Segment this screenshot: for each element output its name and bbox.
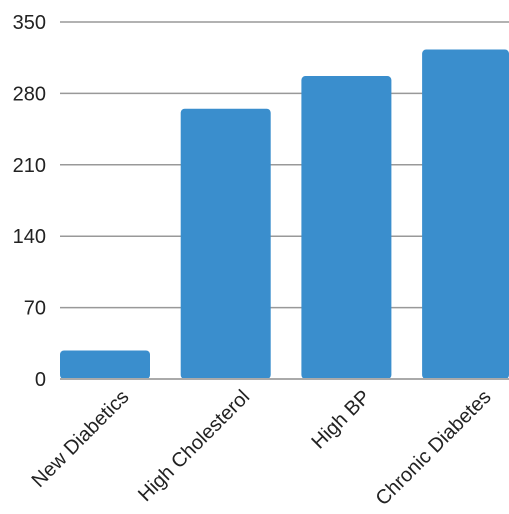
y-tick-label: 350 [13,12,46,34]
bar-chronic-diabetes [422,49,509,379]
x-category-label: New Diabetics [28,386,134,492]
y-tick-label: 70 [24,298,46,320]
y-tick-label: 280 [13,83,46,105]
y-tick-label: 140 [13,226,46,248]
y-tick-label: 0 [35,369,46,391]
bar-high-bp [301,76,392,379]
x-category-label: Chronic Diabetes [372,386,496,510]
bar-new-diabetics [60,350,150,379]
y-tick-label: 210 [13,155,46,177]
bar-high-cholesterol [180,108,271,379]
y-axis-tick-labels: 0 70 140 210 280 350 [13,12,46,391]
x-axis-category-labels: New Diabetics High Cholesterol High BPChro… [28,386,496,510]
x-category-label: High Cholesterol [134,386,254,506]
x-category-label: High BP [307,386,374,453]
bars [60,49,509,379]
